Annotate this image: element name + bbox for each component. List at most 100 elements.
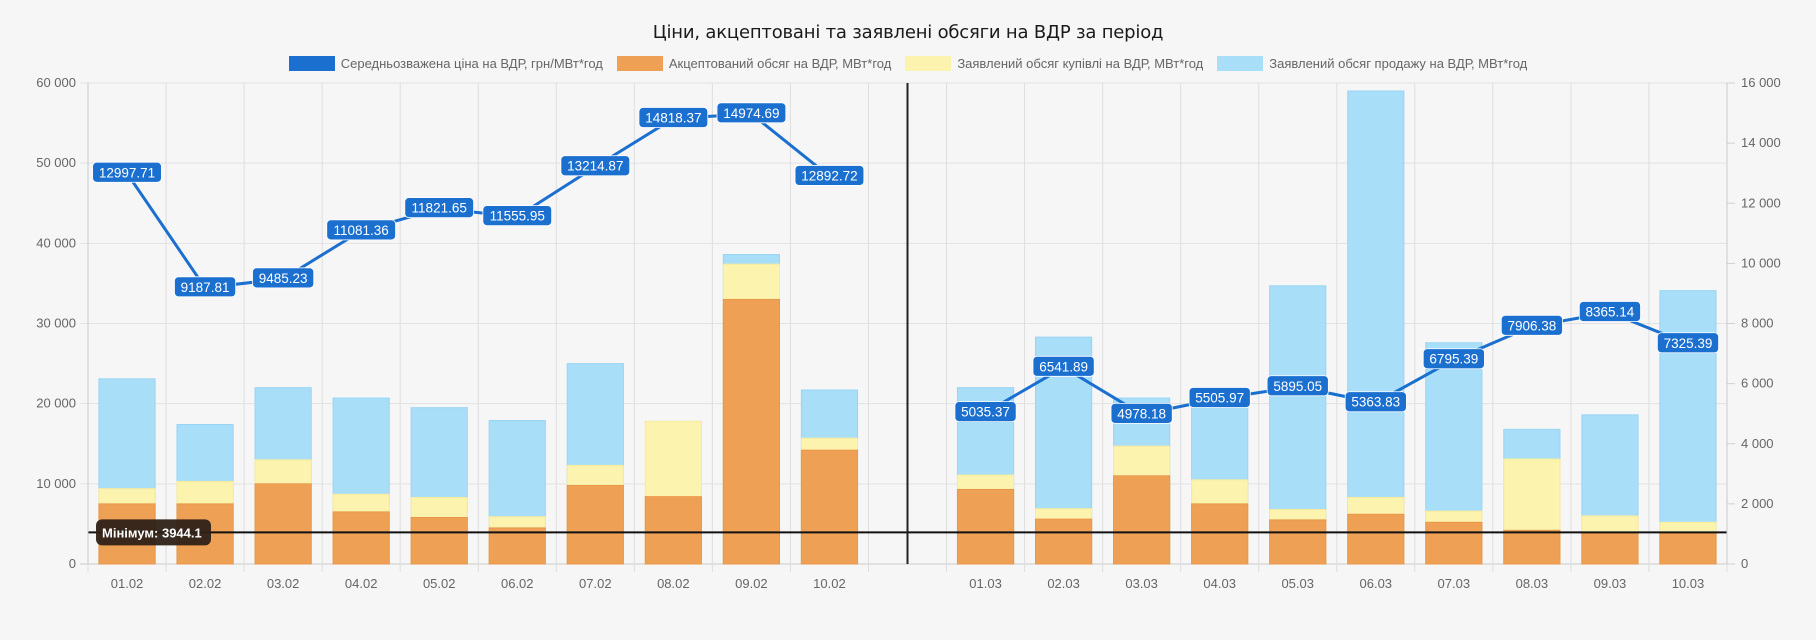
legend-item-buy[interactable]: Заявлений обсяг купівлі на ВДР, МВт*год	[905, 56, 1203, 71]
legend-item-sell[interactable]: Заявлений обсяг продажу на ВДР, МВт*год	[1217, 56, 1527, 71]
price-data-label-bg	[1032, 355, 1095, 377]
bar-accepted	[956, 488, 1015, 565]
price-data-label: 14818.37	[645, 111, 701, 126]
price-data-label-bg	[954, 401, 1017, 423]
price-data-label-bg	[326, 219, 396, 241]
price-data-label: 9187.81	[181, 280, 230, 295]
bar-accepted	[254, 483, 312, 565]
legend-swatch-accepted	[616, 56, 663, 71]
y-right-tick-label: 12 000	[1741, 195, 1781, 210]
price-line-segment	[125, 112, 831, 290]
y-right-tick-label: 4 000	[1741, 436, 1774, 451]
price-data-label-bg	[1422, 348, 1485, 370]
bar-accepted	[722, 298, 781, 565]
price-line-segment	[984, 311, 1689, 416]
bar-accepted	[1347, 513, 1405, 565]
legend-label-price: Середньозважена ціна на ВДР, грн/МВт*год	[340, 56, 603, 71]
x-tick-label: 08.03	[1516, 576, 1549, 591]
price-data-label: 5505.97	[1195, 390, 1244, 405]
annotations	[88, 83, 1727, 564]
legend-swatch-price	[288, 56, 335, 71]
price-data-label-bg	[92, 161, 162, 183]
price-data-label: 4978.18	[1117, 406, 1166, 421]
price-data-label: 11821.65	[412, 201, 467, 216]
bar-sell	[1347, 90, 1405, 565]
price-data-label-bg	[252, 267, 315, 289]
bar-accepted	[1503, 529, 1561, 565]
price-data-label: 8365.14	[1586, 305, 1635, 320]
price-data-label: 5895.05	[1273, 379, 1322, 394]
price-data-label: 5363.83	[1351, 395, 1400, 410]
y-right-tick-label: 6 000	[1741, 376, 1774, 391]
legend-swatch-buy	[905, 56, 952, 71]
price-data-label-bg	[560, 155, 631, 177]
chart-legend: Середньозважена ціна на ВДР, грн/МВт*год…	[0, 56, 1816, 71]
legend-label-buy: Заявлений обсяг купівлі на ВДР, МВт*год	[957, 56, 1204, 71]
price-data-label-bg	[1656, 332, 1719, 354]
bar-accepted	[1581, 531, 1639, 565]
bar-accepted	[644, 496, 702, 565]
price-data-label: 14974.69	[723, 106, 779, 121]
y-left-tick-label: 20 000	[36, 396, 76, 411]
legend-swatch-sell	[1217, 56, 1264, 71]
x-tick-label: 04.02	[345, 576, 378, 591]
price-data-label: 6541.89	[1039, 359, 1088, 374]
y-right-tick-label: 16 000	[1741, 75, 1781, 90]
x-tick-label: 02.02	[189, 576, 222, 591]
legend-item-accepted[interactable]: Акцептований обсяг на ВДР, МВт*год	[616, 56, 892, 71]
y-left-tick-label: 30 000	[36, 316, 76, 331]
legend-item-price[interactable]: Середньозважена ціна на ВДР, грн/МВт*год	[288, 56, 603, 71]
x-tick-label: 06.02	[501, 576, 534, 591]
x-tick-label: 01.03	[969, 576, 1002, 591]
price-data-label-bg	[794, 165, 865, 186]
x-tick-label: 03.03	[1125, 576, 1158, 591]
minimum-label-bg	[96, 519, 211, 546]
x-tick-label: 10.02	[813, 576, 846, 591]
price-data-label: 11081.36	[334, 223, 389, 238]
price-data-label-bg	[404, 197, 475, 219]
price-data-label-bg	[638, 107, 709, 128]
price-data-label-bg	[482, 205, 553, 226]
x-tick-label: 10.03	[1672, 576, 1705, 591]
x-tick-label: 05.02	[423, 576, 456, 591]
price-data-label: 7906.38	[1507, 318, 1556, 333]
y-left-tick-label: 10 000	[36, 476, 76, 491]
price-data-label: 13214.87	[567, 159, 623, 174]
minimum-label: Мінімум: 3944.1	[96, 519, 211, 546]
bar-accepted	[566, 484, 624, 565]
x-tick-label: 08.02	[657, 576, 690, 591]
bar-accepted	[800, 449, 859, 565]
price-data-label: 5035.37	[961, 405, 1010, 420]
y-left-tick-label: 0	[69, 556, 76, 571]
chart-title: Ціни, акцептовані та заявлені обсяги на …	[652, 22, 1164, 43]
bar-accepted	[1034, 518, 1093, 565]
price-data-label: 6795.39	[1429, 352, 1478, 367]
legend-label-accepted: Акцептований обсяг на ВДР, МВт*год	[668, 56, 892, 71]
y-left-tick-label: 50 000	[36, 155, 76, 170]
y-right-tick-label: 8 000	[1741, 316, 1774, 331]
y-right-tick-label: 10 000	[1741, 255, 1781, 270]
x-tick-label: 07.03	[1438, 576, 1471, 591]
bar-accepted	[1113, 475, 1171, 565]
y-right-tick-label: 0	[1741, 556, 1748, 571]
minimum-label-text: Мінімум: 3944.1	[102, 525, 202, 540]
price-data-label: 7325.39	[1664, 336, 1713, 351]
x-tick-label: 02.03	[1047, 576, 1080, 591]
y-left-tick-label: 60 000	[36, 75, 76, 90]
price-data-label-bg	[1500, 314, 1563, 336]
price-data-label: 12892.72	[801, 168, 857, 183]
x-tick-label: 09.02	[735, 576, 768, 591]
bar-accepted	[1191, 503, 1249, 565]
price-line: 12997.71 9187.81 9485.23 11081.36 11821.65 11…	[92, 102, 1719, 424]
bar-accepted	[332, 511, 390, 565]
price-data-label-bg	[1578, 301, 1641, 322]
x-tick-label: 09.03	[1594, 576, 1627, 591]
x-tick-label: 07.02	[579, 576, 612, 591]
legend-label-sell: Заявлений обсяг продажу на ВДР, МВт*год	[1269, 56, 1528, 71]
x-tick-label: 03.02	[267, 576, 300, 591]
bar-accepted	[1425, 521, 1483, 565]
y-right-tick-label: 2 000	[1741, 496, 1774, 511]
price-data-label: 12997.71	[99, 165, 155, 180]
price-data-label: 9485.23	[259, 271, 308, 286]
price-data-label-bg	[1266, 375, 1329, 397]
